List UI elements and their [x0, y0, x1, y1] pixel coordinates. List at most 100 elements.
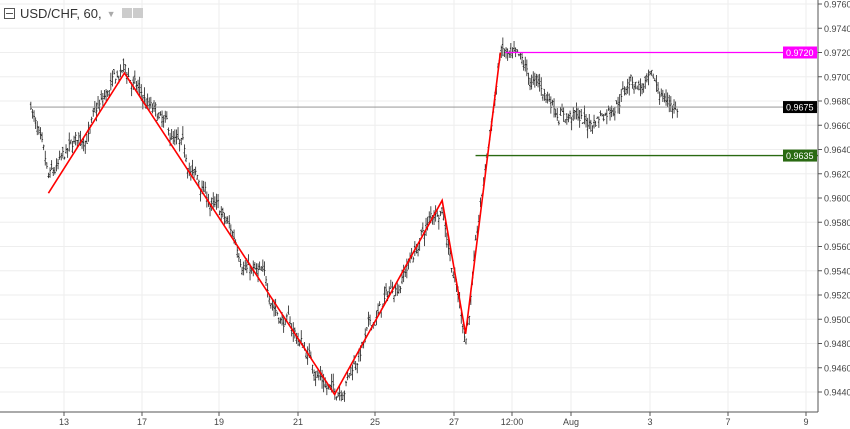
- ohlc-bar: [508, 50, 511, 58]
- y-tick-label: 0.9600: [824, 194, 850, 204]
- x-tick-label: 17: [137, 417, 147, 427]
- ohlc-bar: [50, 160, 53, 170]
- ohlc-bar: [225, 216, 228, 224]
- ohlc-bar: [652, 73, 655, 79]
- ohlc-bar: [565, 113, 568, 125]
- ohlc-bar: [261, 259, 264, 272]
- x-tick-label: 3: [647, 417, 652, 427]
- ohlc-bar: [625, 86, 628, 96]
- ohlc-bar: [258, 261, 261, 270]
- ohlc-bar: [220, 206, 223, 222]
- price-label-badge: [783, 101, 817, 114]
- ohlc-bar: [213, 196, 216, 208]
- ohlc-bar: [452, 271, 455, 279]
- ohlc-bar: [346, 371, 349, 381]
- ohlc-bar: [621, 81, 624, 91]
- ohlc-bar: [34, 117, 37, 130]
- ohlc-bar: [237, 253, 240, 262]
- y-tick-label: 0.9520: [824, 291, 850, 301]
- ohlc-bar: [516, 48, 519, 53]
- ohlc-bar: [383, 286, 386, 306]
- ohlc-bar: [545, 94, 548, 103]
- ohlc-bar: [178, 139, 181, 152]
- ohlc-bar: [162, 115, 165, 128]
- ohlc-bar: [33, 110, 36, 122]
- ohlc-bar: [217, 193, 220, 209]
- x-tick-label: 7: [725, 417, 730, 427]
- eye-icon[interactable]: [121, 8, 132, 18]
- ohlc-bar: [77, 132, 80, 145]
- gear-icon[interactable]: [132, 8, 143, 18]
- ohlc-bar: [580, 109, 583, 120]
- ohlc-bar: [530, 74, 533, 90]
- ohlc-bar: [474, 234, 477, 241]
- y-tick-label: 0.9480: [824, 339, 850, 349]
- ohlc-bar: [615, 100, 618, 105]
- price-label-text: 0.9720: [786, 48, 814, 58]
- ohlc-bar: [445, 232, 448, 248]
- ohlc-bar: [533, 72, 536, 88]
- ohlc-bar: [57, 158, 60, 170]
- ohlc-bar: [588, 113, 591, 129]
- ohlc-bar: [551, 99, 554, 106]
- collapse-icon[interactable]: [4, 8, 15, 19]
- ohlc-bar: [373, 324, 376, 326]
- ohlc-bar: [177, 127, 180, 141]
- ohlc-bar: [229, 224, 232, 236]
- ohlc-bar: [447, 239, 450, 255]
- ohlc-bar: [412, 256, 415, 263]
- ohlc-bar: [314, 371, 317, 387]
- ohlc-bar: [143, 87, 146, 105]
- ohlc-bar: [546, 91, 549, 104]
- ohlc-bar: [402, 264, 405, 283]
- ohlc-bar: [617, 96, 620, 114]
- ohlc-bar: [593, 114, 596, 129]
- ohlc-bar: [522, 60, 525, 71]
- ohlc-bar: [109, 72, 112, 91]
- ohlc-bar: [541, 94, 544, 101]
- price-label-badge: [783, 149, 817, 162]
- ohlc-bar: [133, 70, 136, 84]
- ohlc-bar: [313, 369, 316, 381]
- ohlc-bar: [623, 86, 626, 96]
- ohlc-bar: [167, 127, 170, 136]
- ohlc-bar: [170, 129, 173, 140]
- ohlc-bar: [650, 69, 653, 76]
- ohlc-bar: [653, 78, 656, 82]
- ohlc-bar: [66, 148, 69, 158]
- ohlc-bar: [111, 70, 114, 87]
- ohlc-bar: [37, 126, 40, 135]
- ohlc-bar: [570, 116, 573, 131]
- y-tick-label: 0.9640: [824, 145, 850, 155]
- ohlc-bar: [321, 369, 324, 389]
- ohlc-bar: [305, 352, 308, 359]
- ohlc-bar: [529, 77, 532, 91]
- ohlc-bar: [255, 263, 258, 275]
- ohlc-bar: [385, 283, 388, 296]
- x-tick-label: 19: [214, 417, 224, 427]
- ohlc-bar: [194, 166, 197, 176]
- ohlc-bar: [223, 212, 226, 225]
- ohlc-bar: [343, 390, 346, 402]
- y-tick-label: 0.9700: [824, 72, 850, 82]
- ohlc-bar: [556, 107, 559, 121]
- ohlc-bar: [49, 167, 52, 178]
- ohlc-bar: [538, 73, 541, 92]
- ohlc-bar: [159, 111, 162, 116]
- ohlc-bar: [629, 74, 632, 82]
- ohlc-bar: [221, 207, 224, 218]
- ohlc-bar: [641, 83, 644, 95]
- ohlc-bar: [433, 210, 436, 225]
- ohlc-bar: [420, 229, 423, 236]
- ohlc-bar: [665, 89, 668, 106]
- ohlc-bar: [345, 380, 348, 387]
- ohlc-bar: [634, 81, 637, 90]
- ohlc-bar: [52, 167, 55, 177]
- ohlc-bar: [241, 266, 244, 276]
- ohlc-bar: [122, 58, 125, 73]
- y-tick-label: 0.9460: [824, 363, 850, 373]
- ohlc-bar: [269, 302, 272, 309]
- dropdown-caret-icon[interactable]: ▼: [106, 8, 116, 19]
